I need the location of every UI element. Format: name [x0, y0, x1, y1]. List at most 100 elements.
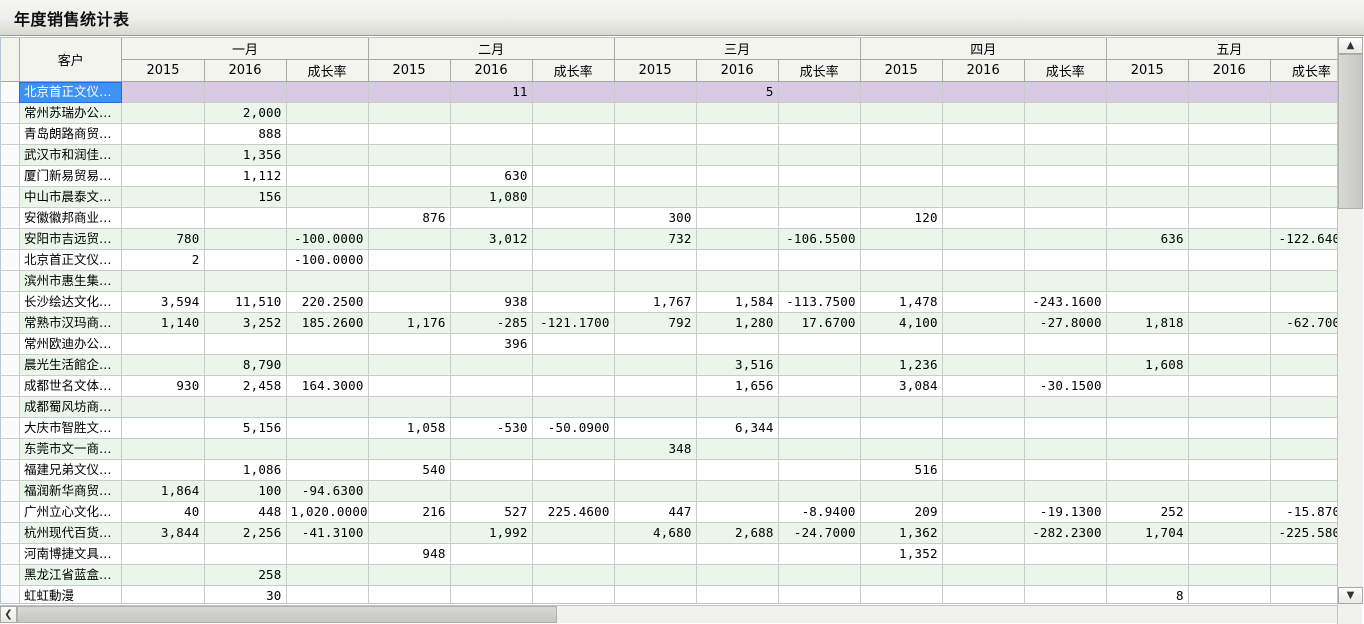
data-cell[interactable]: -113.7500 [778, 291, 861, 313]
table-row[interactable]: 成都蜀风坊商… [1, 396, 1337, 418]
data-cell[interactable]: 164.3000 [286, 375, 369, 397]
data-cell[interactable]: 888 [204, 123, 287, 145]
data-cell[interactable] [778, 144, 861, 166]
data-cell[interactable] [532, 228, 615, 250]
data-cell[interactable] [368, 585, 451, 603]
data-cell[interactable] [860, 480, 943, 502]
data-cell[interactable]: -282.2300 [1024, 522, 1107, 544]
data-cell[interactable]: 3,084 [860, 375, 943, 397]
vertical-scrollbar-thumb[interactable] [1338, 54, 1363, 209]
data-cell[interactable] [1188, 459, 1271, 481]
data-cell[interactable] [696, 144, 779, 166]
data-cell[interactable] [1106, 459, 1189, 481]
data-cell[interactable] [860, 249, 943, 271]
data-cell[interactable] [368, 165, 451, 187]
data-cell[interactable] [532, 480, 615, 502]
data-cell[interactable] [942, 270, 1025, 292]
data-cell[interactable] [121, 543, 205, 565]
data-cell[interactable] [368, 396, 451, 418]
data-cell[interactable] [942, 501, 1025, 523]
data-cell[interactable]: 1,080 [450, 186, 533, 208]
table-row[interactable]: 黑龙江省蓝盒… 258 [1, 564, 1337, 586]
row-header-cell[interactable] [1, 564, 20, 586]
data-cell[interactable] [450, 438, 533, 460]
customer-name-cell[interactable]: 常熟市汉玛商… [19, 312, 123, 334]
data-cell[interactable] [1188, 81, 1271, 103]
data-cell[interactable] [1270, 354, 1337, 376]
data-cell[interactable] [778, 354, 861, 376]
data-cell[interactable]: 17.6700 [778, 312, 861, 334]
customer-name-cell[interactable]: 河南博捷文具… [19, 543, 123, 565]
data-cell[interactable]: -24.7000 [778, 522, 861, 544]
data-cell[interactable] [121, 396, 205, 418]
data-cell[interactable] [286, 354, 369, 376]
data-cell[interactable]: 8 [1106, 585, 1189, 603]
customer-name-cell[interactable]: 北京首正文仪… [19, 249, 123, 271]
data-cell[interactable]: -100.0000 [286, 228, 369, 250]
customer-name-cell[interactable]: 北京首正文仪… [19, 81, 123, 103]
data-cell[interactable] [860, 333, 943, 355]
data-cell[interactable] [532, 564, 615, 586]
data-cell[interactable]: 1,608 [1106, 354, 1189, 376]
subheader-m5-rate[interactable]: 成长率 [1270, 59, 1337, 82]
data-cell[interactable] [1024, 144, 1107, 166]
data-cell[interactable] [1106, 417, 1189, 439]
data-cell[interactable]: 300 [614, 207, 697, 229]
data-cell[interactable] [1106, 207, 1189, 229]
table-row[interactable]: 河南博捷文具… 948 1,352 [1, 543, 1337, 565]
data-cell[interactable] [1024, 333, 1107, 355]
data-cell[interactable]: 1,176 [368, 312, 451, 334]
data-cell[interactable]: 732 [614, 228, 697, 250]
customer-name-cell[interactable]: 武汉市和润佳… [19, 144, 123, 166]
data-cell[interactable]: 396 [450, 333, 533, 355]
data-cell[interactable] [778, 438, 861, 460]
table-row[interactable]: 中山市晨泰文… 156 1,080 [1, 186, 1337, 208]
data-cell[interactable] [368, 144, 451, 166]
data-cell[interactable]: 2,458 [204, 375, 287, 397]
table-row[interactable]: 长沙绘达文化… 3,594 11,510 220.2500 938 1,767 1,584-… [1, 291, 1337, 313]
data-cell[interactable] [696, 543, 779, 565]
data-cell[interactable] [532, 123, 615, 145]
data-cell[interactable] [778, 207, 861, 229]
data-cell[interactable] [778, 459, 861, 481]
data-cell[interactable]: -19.1300 [1024, 501, 1107, 523]
scroll-down-arrow-icon[interactable]: ▼ [1338, 587, 1363, 604]
data-cell[interactable] [860, 564, 943, 586]
row-header-cell[interactable] [1, 417, 20, 439]
data-cell[interactable] [696, 228, 779, 250]
data-cell[interactable] [860, 186, 943, 208]
data-cell[interactable]: 3,012 [450, 228, 533, 250]
data-cell[interactable]: 2,000 [204, 102, 287, 124]
data-cell[interactable]: -62.7000 [1270, 312, 1337, 334]
data-cell[interactable] [1106, 543, 1189, 565]
data-cell[interactable] [1024, 543, 1107, 565]
data-cell[interactable] [532, 396, 615, 418]
table-row[interactable]: 滨州市惠生集… [1, 270, 1337, 292]
data-cell[interactable] [450, 396, 533, 418]
data-cell[interactable]: 2,688 [696, 522, 779, 544]
row-header-cell[interactable] [1, 438, 20, 460]
data-cell[interactable] [1270, 81, 1337, 103]
table-row[interactable]: 北京首正文仪… 2 -100.0000 [1, 249, 1337, 271]
row-header-cell[interactable] [1, 585, 20, 603]
data-cell[interactable]: 225.4600 [532, 501, 615, 523]
data-cell[interactable] [450, 270, 533, 292]
data-cell[interactable] [942, 291, 1025, 313]
data-cell[interactable]: 258 [204, 564, 287, 586]
data-cell[interactable] [942, 417, 1025, 439]
data-cell[interactable] [1188, 312, 1271, 334]
data-cell[interactable] [778, 543, 861, 565]
data-cell[interactable]: 1,112 [204, 165, 287, 187]
data-cell[interactable] [368, 438, 451, 460]
data-cell[interactable] [450, 585, 533, 603]
data-cell[interactable] [696, 207, 779, 229]
data-cell[interactable] [1106, 333, 1189, 355]
data-cell[interactable] [860, 585, 943, 603]
data-cell[interactable] [532, 165, 615, 187]
data-cell[interactable] [1188, 585, 1271, 603]
data-cell[interactable] [450, 375, 533, 397]
data-cell[interactable] [368, 249, 451, 271]
data-cell[interactable] [121, 438, 205, 460]
data-cell[interactable]: 1,818 [1106, 312, 1189, 334]
column-header-month-1[interactable]: 一月 [121, 38, 369, 60]
